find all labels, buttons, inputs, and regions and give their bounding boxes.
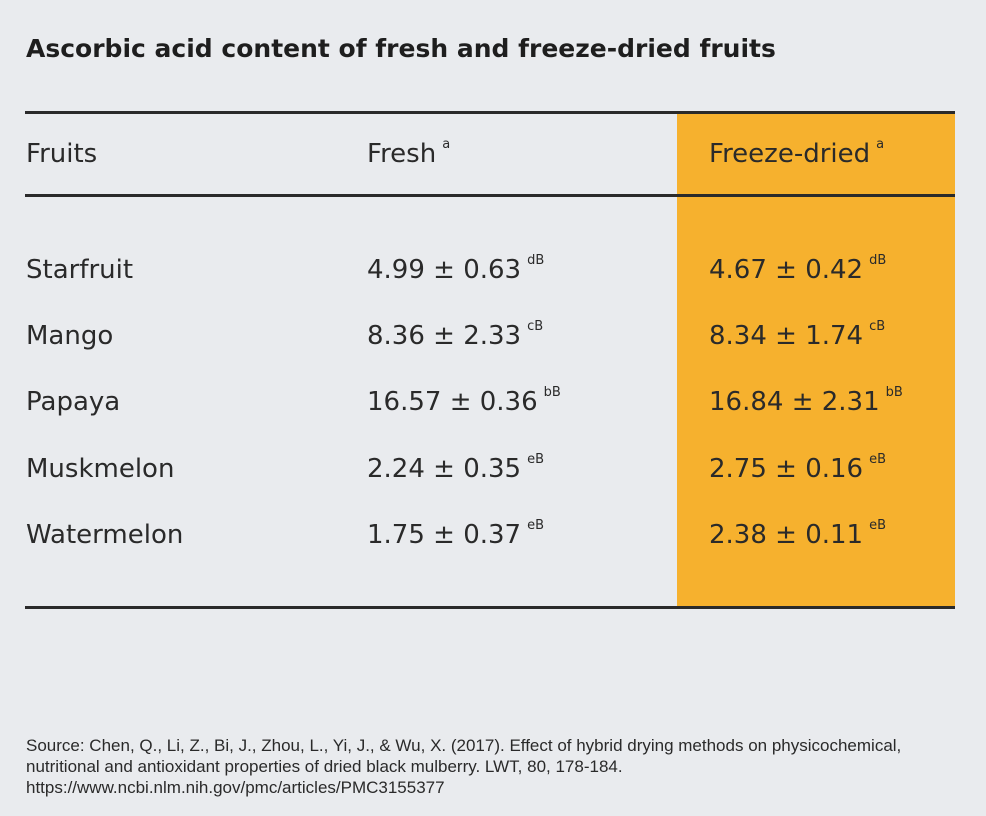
freeze-dried-value-text: 4.67 ± 0.42 [709, 255, 864, 285]
fruit-name: Mango [26, 321, 114, 351]
page-title: Ascorbic acid content of fresh and freez… [26, 34, 776, 63]
header-fruits-label: Fruits [26, 139, 98, 169]
fresh-value-text: 4.99 ± 0.63 [367, 255, 522, 285]
source-citation: Source: Chen, Q., Li, Z., Bi, J., Zhou, … [26, 736, 902, 797]
header-fresh: Fresh a [367, 137, 450, 171]
freeze-dried-value-letters: bB [885, 385, 903, 400]
freeze-dried-value-text: 2.75 ± 0.16 [709, 454, 864, 484]
fresh-value-text: 2.24 ± 0.35 [367, 454, 522, 484]
fresh-value-text: 16.57 ± 0.36 [367, 387, 538, 417]
header-freeze-dried-label: Freeze-dried [709, 139, 871, 169]
table-row: Watermelon 1.75 ± 0.37 eB 2.38 ± 0.11 eB [0, 518, 986, 558]
fruit-name: Watermelon [26, 520, 184, 550]
freeze-dried-value-text: 8.34 ± 1.74 [709, 321, 864, 351]
freeze-dried-value-letters: eB [869, 518, 887, 533]
table-top-rule [25, 111, 955, 114]
freeze-dried-value: 2.38 ± 0.11 eB [709, 518, 886, 552]
table-bottom-rule [25, 606, 955, 609]
header-fresh-label: Fresh [367, 139, 437, 169]
table-row: Papaya 16.57 ± 0.36 bB 16.84 ± 2.31 bB [0, 385, 986, 425]
header-freeze-dried: Freeze-dried a [709, 137, 884, 171]
table-header-rule [25, 194, 955, 197]
header-fruits: Fruits [26, 137, 97, 171]
freeze-dried-value-text: 16.84 ± 2.31 [709, 387, 880, 417]
fresh-value-letters: cB [527, 319, 544, 334]
fresh-value: 1.75 ± 0.37 eB [367, 518, 544, 552]
fruit-name: Papaya [26, 387, 121, 417]
table-row: Muskmelon 2.24 ± 0.35 eB 2.75 ± 0.16 eB [0, 452, 986, 492]
table-row: Mango 8.36 ± 2.33 cB 8.34 ± 1.74 cB [0, 319, 986, 359]
fresh-value: 8.36 ± 2.33 cB [367, 319, 543, 353]
freeze-dried-value: 8.34 ± 1.74 cB [709, 319, 885, 353]
fresh-value-letters: dB [527, 253, 545, 268]
freeze-dried-value-letters: cB [869, 319, 886, 334]
fresh-value-letters: eB [527, 452, 545, 467]
freeze-dried-value: 4.67 ± 0.42 dB [709, 253, 886, 287]
fresh-value-text: 1.75 ± 0.37 [367, 520, 522, 550]
fresh-value: 16.57 ± 0.36 bB [367, 385, 561, 419]
fresh-value-letters: bB [543, 385, 561, 400]
fresh-value-text: 8.36 ± 2.33 [367, 321, 522, 351]
fresh-value: 2.24 ± 0.35 eB [367, 452, 544, 486]
fresh-value-letters: eB [527, 518, 545, 533]
table-row: Starfruit 4.99 ± 0.63 dB 4.67 ± 0.42 dB [0, 253, 986, 293]
freeze-dried-value-letters: eB [869, 452, 887, 467]
freeze-dried-value: 16.84 ± 2.31 bB [709, 385, 903, 419]
fruit-name: Muskmelon [26, 454, 175, 484]
header-fresh-footnote: a [442, 137, 451, 152]
freeze-dried-value-text: 2.38 ± 0.11 [709, 520, 864, 550]
freeze-dried-value-letters: dB [869, 253, 887, 268]
fresh-value: 4.99 ± 0.63 dB [367, 253, 544, 287]
freeze-dried-value: 2.75 ± 0.16 eB [709, 452, 886, 486]
header-freeze-dried-footnote: a [876, 137, 885, 152]
fruit-name: Starfruit [26, 255, 134, 285]
